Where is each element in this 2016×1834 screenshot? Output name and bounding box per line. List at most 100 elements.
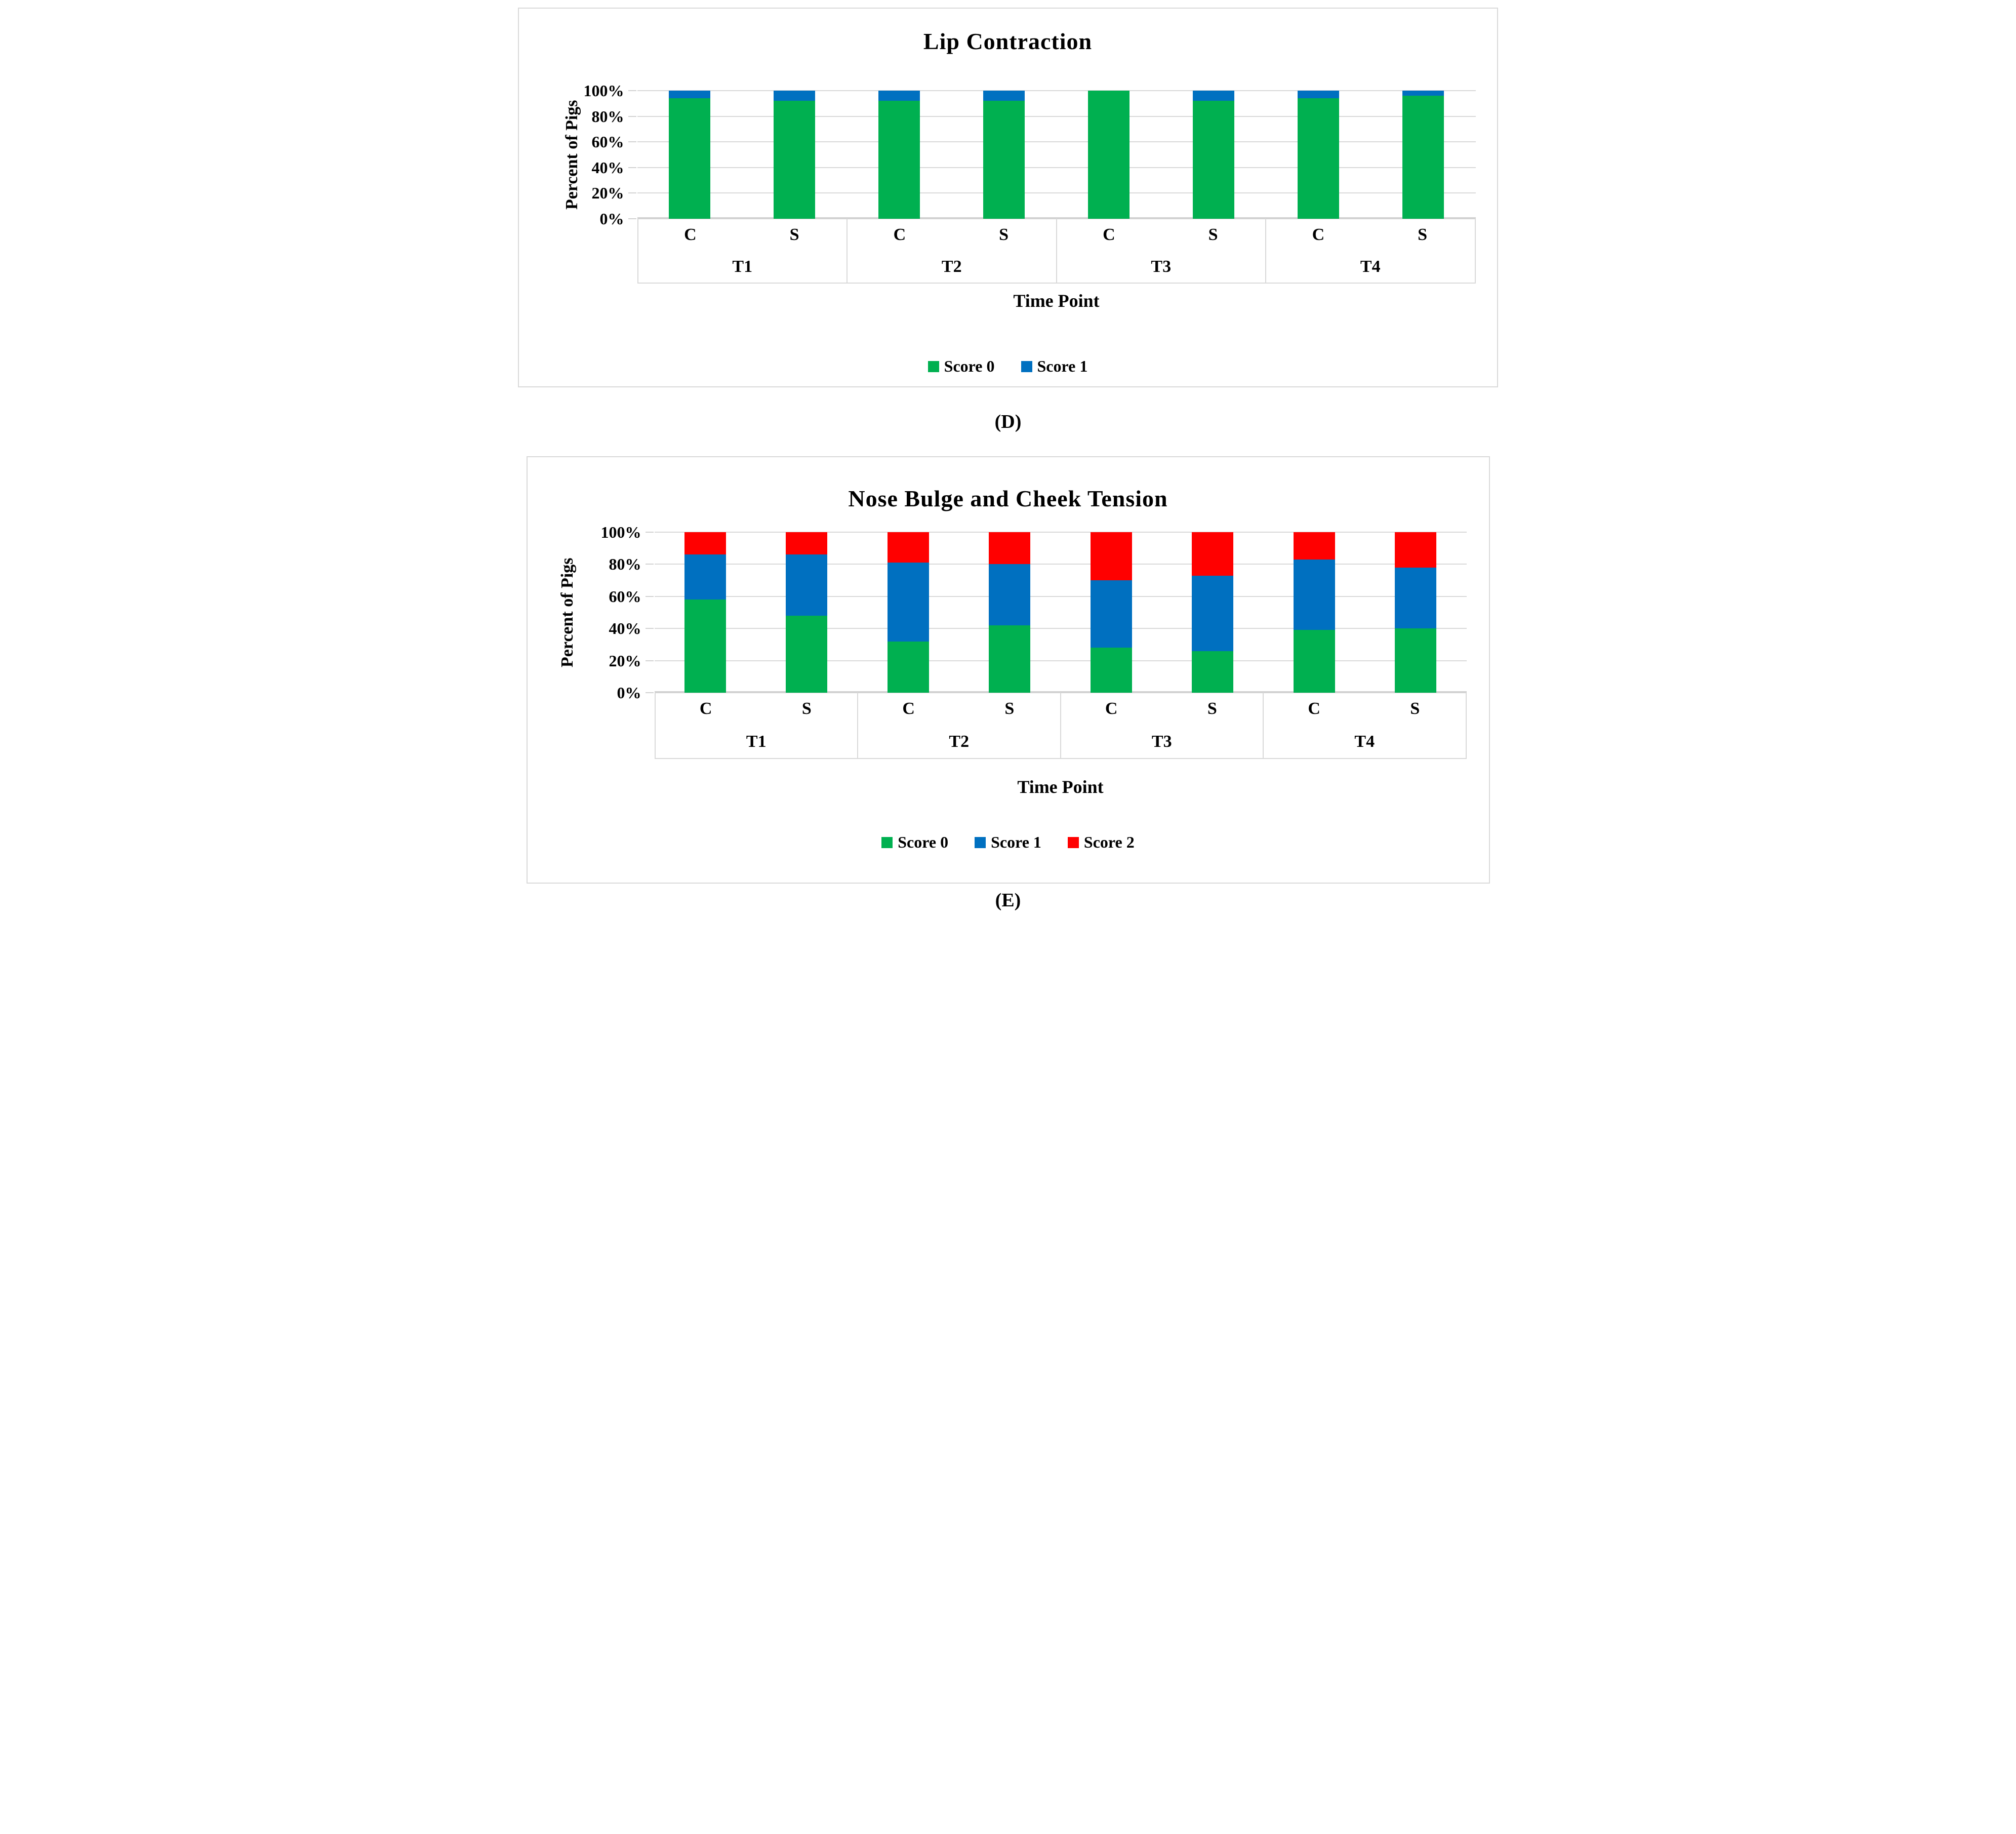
bar-T4-C [1293, 532, 1335, 693]
segment-score-1 [1293, 559, 1335, 630]
bar-T4-S [1395, 532, 1437, 693]
y-tick-mark [628, 167, 636, 168]
gridline [637, 167, 1476, 168]
legend-item-score-0: Score 0 [881, 833, 948, 852]
legend: Score 0 Score 1 Score 2 [528, 833, 1489, 852]
y-tick-mark [645, 564, 654, 565]
figure-page: Lip Contraction Percent of Pigs C S T1 C S T2… [504, 8, 1512, 917]
y-tick-mark [628, 141, 636, 143]
y-tick-label: 20% [591, 184, 624, 203]
category-axis: C S T1 C S T2 C S T3 C S T4 [637, 219, 1476, 284]
timepoint-label-T3: T3 [1151, 732, 1172, 751]
gridline [654, 660, 1467, 661]
bar-T2-C [878, 91, 920, 219]
segment-score-0 [1402, 96, 1444, 219]
bar-T2-S [983, 91, 1025, 219]
timepoint-label-T2: T2 [949, 732, 970, 751]
segment-score-1 [669, 91, 710, 99]
caption-d: (D) [994, 411, 1022, 432]
y-tick-label: 20% [609, 651, 641, 670]
y-tick-label: 60% [609, 587, 641, 606]
segment-score-0 [1298, 98, 1339, 219]
treatment-label-T2-C: C [902, 699, 915, 719]
legend-label: Score 1 [1037, 357, 1088, 375]
gridline [654, 532, 1467, 533]
chart-title: Nose Bulge and Cheek Tension [848, 486, 1168, 511]
segment-score-0 [1192, 651, 1234, 693]
treatment-label-T3-C: C [1103, 225, 1115, 244]
segment-score-1 [983, 91, 1025, 101]
category-group-T3: C S T3 [1061, 693, 1264, 758]
y-tick-mark [645, 532, 654, 533]
legend-item-score-0: Score 0 [928, 357, 995, 376]
segment-score-0 [878, 101, 920, 219]
bar-T1-S [786, 532, 828, 693]
gridline [637, 115, 1476, 117]
legend-swatch-icon [975, 836, 986, 848]
y-tick-mark [645, 595, 654, 597]
x-axis-title: Time Point [1013, 291, 1100, 311]
treatment-label-T2-C: C [893, 225, 906, 244]
y-tick-label: 40% [609, 619, 641, 638]
segment-score-0 [669, 98, 710, 219]
segment-score-2 [684, 532, 726, 555]
category-axis: C S T1 C S T2 C S T3 C S T4 [654, 693, 1467, 759]
timepoint-label-T3: T3 [1151, 257, 1172, 276]
timepoint-label-T1: T1 [746, 732, 767, 751]
y-tick-label: 0% [617, 684, 641, 702]
gridline [637, 141, 1476, 143]
treatment-label-T3-C: C [1105, 699, 1118, 719]
gridline [637, 192, 1476, 194]
treatment-label-T1-S: S [801, 699, 812, 719]
treatment-label-T4-C: C [1308, 699, 1320, 719]
segment-score-2 [1090, 532, 1132, 581]
treatment-label-T2-S: S [999, 225, 1009, 244]
y-tick-label: 100% [600, 523, 641, 541]
segment-score-2 [1192, 532, 1234, 576]
segment-score-1 [774, 91, 815, 101]
legend-swatch-icon [1021, 361, 1032, 372]
segment-score-2 [887, 532, 929, 563]
treatment-label-T4-C: C [1312, 225, 1325, 244]
y-tick-label: 60% [591, 133, 624, 151]
treatment-label-T3-S: S [1207, 699, 1217, 719]
segment-score-1 [1298, 91, 1339, 99]
y-tick-mark [628, 192, 636, 194]
segment-score-1 [989, 564, 1031, 625]
treatment-label-T2-S: S [1004, 699, 1015, 719]
category-group-T1: C S T1 [656, 693, 858, 758]
y-tick-label: 80% [591, 107, 624, 126]
bar-T1-C [669, 91, 710, 219]
timepoint-label-T4: T4 [1360, 257, 1381, 276]
y-tick-label: 80% [609, 555, 641, 574]
segment-score-1 [1090, 580, 1132, 648]
bar-T2-C [887, 532, 929, 693]
x-axis-line [654, 691, 1467, 693]
bar-T4-S [1402, 91, 1444, 219]
bar-T2-S [989, 532, 1031, 693]
y-tick-mark [628, 90, 636, 91]
segment-score-2 [989, 532, 1031, 565]
segment-score-1 [786, 554, 828, 616]
y-tick-mark [645, 692, 654, 693]
y-tick-label: 0% [599, 210, 624, 228]
y-tick-mark [628, 218, 636, 219]
treatment-label-T1-C: C [699, 699, 712, 719]
treatment-label-T1-C: C [684, 225, 697, 244]
treatment-label-T1-S: S [789, 225, 799, 244]
segment-score-1 [1402, 91, 1444, 96]
legend-swatch-icon [881, 836, 893, 848]
segment-score-1 [684, 554, 726, 600]
caption-e: (E) [995, 890, 1021, 911]
treatment-label-T4-S: S [1410, 699, 1420, 719]
y-tick-label: 100% [583, 82, 624, 100]
segment-score-0 [774, 101, 815, 219]
segment-score-1 [878, 91, 920, 101]
category-group-T4: C S T4 [1266, 219, 1475, 283]
y-tick-mark [645, 628, 654, 629]
timepoint-label-T2: T2 [941, 257, 962, 276]
